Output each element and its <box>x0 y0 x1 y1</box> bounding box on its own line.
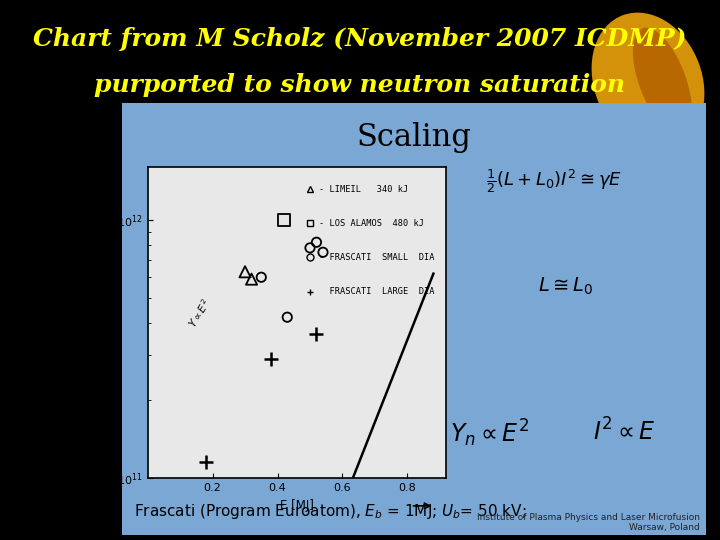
Text: - FRASCATI  SMALL  DIA: - FRASCATI SMALL DIA <box>320 253 435 262</box>
Point <box>311 238 323 247</box>
Text: - LOS ALAMOS  480 kJ: - LOS ALAMOS 480 kJ <box>320 219 424 228</box>
Point <box>282 313 293 321</box>
Point <box>200 458 212 467</box>
Text: Scaling: Scaling <box>356 122 472 153</box>
Text: purported to show neutron saturation: purported to show neutron saturation <box>94 73 626 97</box>
Point <box>265 354 276 363</box>
Point <box>256 273 267 281</box>
Text: $L \cong L_0$: $L \cong L_0$ <box>538 275 593 296</box>
Ellipse shape <box>633 28 692 134</box>
Point <box>239 267 251 276</box>
Text: FRASCATI  LARGE  DIA: FRASCATI LARGE DIA <box>320 287 435 296</box>
FancyBboxPatch shape <box>122 103 706 535</box>
Text: Y: Y <box>105 139 112 152</box>
Text: [N]: [N] <box>100 180 117 190</box>
Text: - LIMEIL   340 kJ: - LIMEIL 340 kJ <box>320 185 409 194</box>
Text: E [MJ]: E [MJ] <box>280 500 314 512</box>
Text: $I^2 \propto E$: $I^2 \propto E$ <box>593 418 655 445</box>
Ellipse shape <box>592 12 704 150</box>
Text: $Y_n \propto E^2$: $Y_n \propto E^2$ <box>450 418 529 449</box>
Point <box>311 330 323 339</box>
Point <box>305 244 316 252</box>
Text: Frascati (Program Euroatom), $E_b$ = 1MJ; $U_b$= 50 kV;: Frascati (Program Euroatom), $E_b$ = 1MJ… <box>134 502 526 521</box>
Text: $Y \propto E^2$: $Y \propto E^2$ <box>185 297 213 330</box>
Text: Institute of Plasma Physics and Laser Microfusion
Warsaw, Poland: Institute of Plasma Physics and Laser Mi… <box>477 513 700 532</box>
Point <box>246 275 257 284</box>
Text: Chart from M Scholz (November 2007 ICDMP): Chart from M Scholz (November 2007 ICDMP… <box>33 27 687 51</box>
Text: $\frac{1}{2}(L+L_0)I^2 \cong \gamma E$: $\frac{1}{2}(L+L_0)I^2 \cong \gamma E$ <box>486 167 622 195</box>
Point <box>278 215 289 224</box>
Point <box>318 248 329 256</box>
